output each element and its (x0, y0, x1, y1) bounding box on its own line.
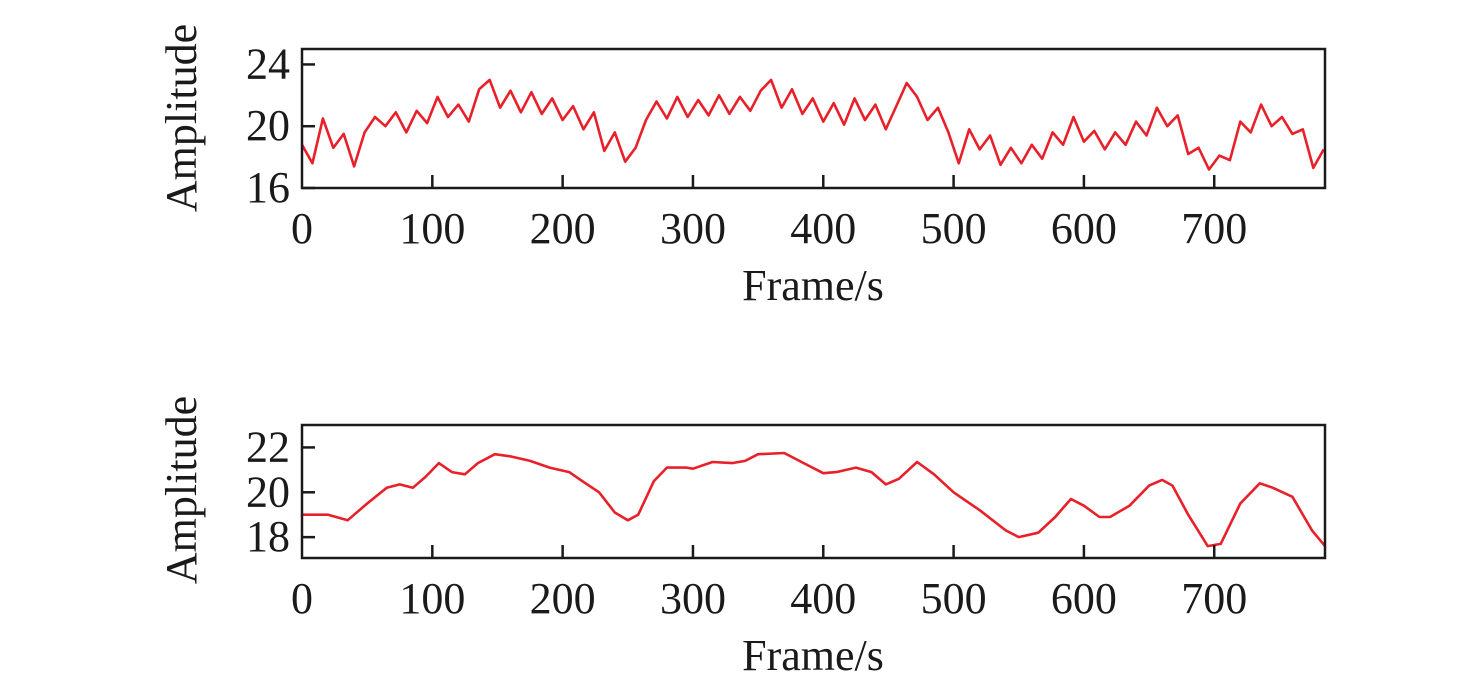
x-axis-label: Frame/s (742, 631, 884, 680)
y-axis-label: Amplitude (157, 24, 206, 212)
y-tick-label: 24 (246, 39, 290, 88)
smoothed-amplitude-panel: Frame/s Amplitude 0 100 200 300 400 500 600 700… (157, 396, 1327, 680)
x-tick-label: 500 (921, 204, 987, 253)
x-tick-label: 100 (399, 574, 465, 623)
x-tick-label: 700 (1181, 204, 1247, 253)
raw-amplitude-panel: Frame/s Amplitude 0 100 200 300 400 500 600 700… (157, 24, 1327, 310)
plot-frame (300, 47, 1327, 190)
x-tick-label: 0 (291, 204, 313, 253)
x-tick-label: 400 (790, 574, 856, 623)
x-tick-label: 700 (1181, 574, 1247, 623)
x-tick-label: 100 (399, 204, 465, 253)
y-axis-label: Amplitude (157, 396, 206, 584)
x-axis-label: Frame/s (742, 261, 884, 310)
x-tick-label: 400 (790, 204, 856, 253)
y-tick-label: 16 (246, 163, 290, 212)
x-tick-label: 300 (660, 574, 726, 623)
x-tick-label: 0 (291, 574, 313, 623)
x-tick-label: 200 (530, 574, 596, 623)
series-line-smoothed (302, 451, 1327, 548)
plot-frame (300, 423, 1327, 560)
x-tick-label: 200 (530, 204, 596, 253)
y-tick-label: 22 (246, 422, 290, 471)
y-tick-label: 20 (246, 101, 290, 150)
x-tick-label: 500 (921, 574, 987, 623)
x-tick-label: 600 (1051, 574, 1117, 623)
series-line-raw (300, 78, 1325, 171)
y-tick-label: 20 (246, 467, 290, 516)
y-tick-label: 18 (246, 512, 290, 561)
x-tick-label: 600 (1051, 204, 1117, 253)
x-tick-label: 300 (660, 204, 726, 253)
